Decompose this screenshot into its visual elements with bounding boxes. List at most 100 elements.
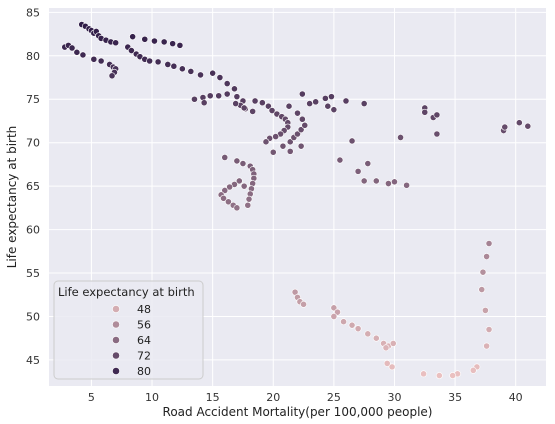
data-point	[79, 51, 87, 59]
y-tick-label: 70	[26, 137, 40, 150]
data-point	[483, 342, 491, 350]
x-tick-label: 20	[266, 391, 280, 404]
data-point	[249, 108, 257, 115]
data-points	[61, 21, 532, 379]
data-point	[294, 109, 301, 117]
data-point	[300, 300, 307, 308]
data-point	[206, 92, 214, 100]
data-point	[233, 93, 241, 101]
legend-marker	[112, 351, 120, 360]
data-point	[209, 69, 217, 77]
data-point	[298, 115, 306, 123]
data-point	[330, 313, 338, 320]
data-point	[354, 325, 362, 333]
data-point	[223, 80, 231, 87]
data-point	[372, 177, 380, 185]
data-point	[330, 106, 338, 114]
data-point	[272, 133, 280, 141]
data-point	[146, 57, 154, 65]
data-point	[231, 85, 238, 93]
data-point	[501, 123, 509, 131]
data-point	[334, 308, 341, 316]
data-point	[297, 126, 305, 134]
x-tick-label: 10	[145, 391, 159, 404]
data-point	[286, 138, 294, 146]
data-point	[336, 156, 344, 164]
x-axis-label: Road Accident Mortality(per 100,000 peop…	[163, 405, 433, 419]
data-point	[324, 102, 332, 110]
data-point	[515, 119, 523, 127]
legend-marker	[112, 320, 120, 329]
data-point	[269, 148, 277, 156]
data-point	[258, 99, 266, 107]
data-point	[160, 38, 168, 46]
data-point	[348, 321, 356, 329]
data-point	[483, 253, 491, 260]
data-point	[128, 47, 135, 54]
data-point	[90, 55, 98, 63]
data-point	[225, 198, 232, 206]
data-point	[421, 108, 429, 116]
data-point	[232, 100, 240, 107]
x-tick-labels: 5 10 15 20 25 30 35 40	[88, 391, 523, 404]
data-point	[312, 98, 320, 106]
data-point	[187, 68, 195, 75]
data-point	[485, 326, 493, 333]
data-point	[449, 372, 457, 379]
data-point	[433, 111, 441, 119]
data-point	[233, 157, 241, 165]
data-point	[112, 39, 120, 47]
legend-marker	[112, 367, 120, 375]
y-tick-label: 50	[26, 310, 40, 323]
data-point	[360, 100, 368, 107]
data-point	[197, 71, 204, 79]
data-point	[479, 268, 487, 276]
data-point	[141, 35, 149, 43]
data-point	[262, 138, 270, 146]
data-point	[233, 204, 241, 212]
data-point	[73, 48, 81, 56]
data-point	[265, 102, 272, 110]
data-point	[240, 182, 248, 190]
data-point	[469, 366, 477, 374]
data-point	[178, 65, 186, 73]
data-point	[301, 121, 309, 129]
data-point	[383, 360, 391, 367]
data-point	[340, 318, 347, 326]
legend-label: 48	[137, 303, 151, 316]
data-point	[226, 183, 234, 191]
data-point	[328, 93, 335, 101]
data-point	[286, 147, 294, 155]
data-point	[268, 107, 276, 114]
data-point	[321, 94, 329, 102]
y-tick-label: 60	[26, 224, 40, 237]
data-point	[108, 72, 116, 80]
data-point	[364, 160, 372, 167]
data-point	[364, 330, 372, 338]
data-point	[216, 74, 224, 81]
legend-label: 64	[137, 334, 151, 347]
data-point	[481, 306, 489, 314]
data-point	[478, 286, 486, 293]
x-tick-label: 5	[88, 391, 95, 404]
y-tick-label: 85	[26, 6, 40, 19]
data-point	[297, 142, 305, 150]
legend-label: 80	[137, 365, 151, 378]
data-point	[420, 370, 427, 378]
data-point	[170, 62, 178, 70]
legend-title: Life expectancy at birth	[58, 285, 195, 299]
data-point	[235, 177, 243, 185]
data-point	[215, 92, 223, 100]
data-point	[348, 137, 356, 145]
data-point	[391, 178, 398, 186]
data-point	[176, 41, 184, 49]
data-point	[68, 44, 76, 52]
x-tick-label: 40	[509, 391, 523, 404]
data-point	[169, 40, 177, 48]
data-point	[191, 95, 198, 103]
data-point	[251, 97, 259, 105]
legend: Life expectancy at birth 48 56 64 72 80	[53, 280, 204, 380]
data-point	[298, 90, 306, 98]
legend-label: 56	[137, 319, 151, 332]
